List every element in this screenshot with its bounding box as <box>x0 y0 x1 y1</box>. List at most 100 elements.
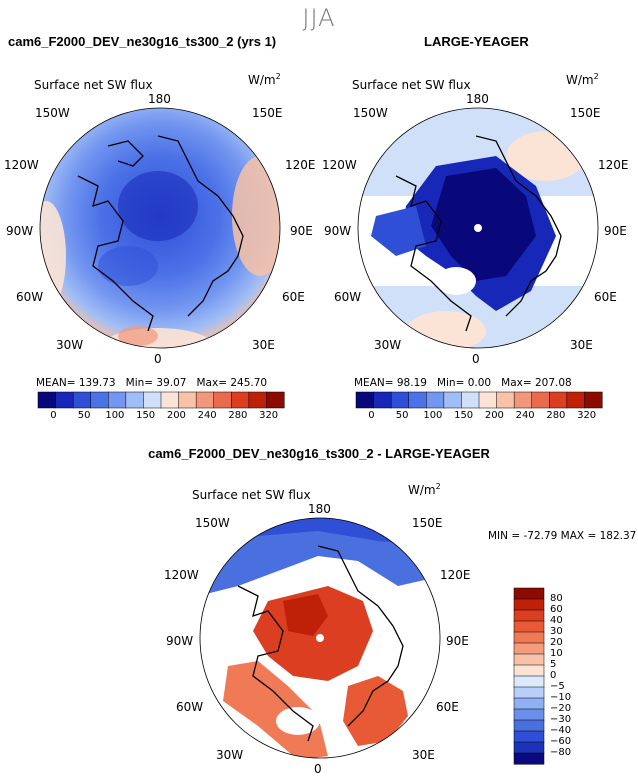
colorbar-cell <box>513 741 545 754</box>
colorbar-cell <box>55 391 74 409</box>
colorbar-cell <box>266 391 285 409</box>
colorbar-cell <box>513 587 545 600</box>
colorbar-cell <box>160 391 180 409</box>
warm-region <box>406 311 486 348</box>
colorbar-svg <box>355 391 603 409</box>
panel-diff-map <box>199 517 441 759</box>
colorbar-tick-label: 240 <box>515 410 535 421</box>
panel-diff-units: W/m2 <box>408 482 441 497</box>
colorbar-tick-label: 100 <box>423 410 443 421</box>
panel-test-title: cam6_F2000_DEV_ne30g16_ts300_2 (yrs 1) <box>8 34 277 49</box>
colorbar-cell <box>513 642 545 655</box>
colorbar-abs-test-ticks: 0 50 100 150 200 240 280 320 <box>38 410 284 424</box>
colorbar-tick-label: 30 <box>550 626 563 637</box>
colorbar-tick-label: 20 <box>550 637 563 648</box>
panel-obs-title: LARGE-YEAGER <box>424 34 529 49</box>
colorbar-tick-label: −30 <box>550 714 572 725</box>
colorbar-cell <box>231 391 250 409</box>
lon-label: 120W <box>164 568 199 582</box>
lon-label: 90E <box>604 224 627 238</box>
lon-label: 30E <box>412 748 435 762</box>
coastline <box>395 135 562 332</box>
warm-region <box>40 201 66 311</box>
lon-label: 150W <box>195 516 230 530</box>
colorbar-tick-label: 60 <box>550 604 563 615</box>
colorbar-tick-label: 0 <box>50 410 57 421</box>
colorbar-cell <box>513 675 545 688</box>
lon-label: 60E <box>282 290 305 304</box>
lon-label: 150E <box>570 106 601 120</box>
colorbar-cell <box>195 391 215 409</box>
colorbar-cell <box>355 391 375 409</box>
lon-label: 180 <box>148 92 171 106</box>
colorbar-tick-label: 280 <box>228 410 248 421</box>
lon-label: 180 <box>308 502 331 516</box>
lon-label: 120E <box>440 568 471 582</box>
positive-region <box>343 676 408 746</box>
colorbar-tick-label: −5 <box>550 681 565 692</box>
colorbar-cell <box>566 391 585 409</box>
colorbar-cell <box>513 620 545 633</box>
lon-label: 90E <box>290 224 313 238</box>
colorbar-cell <box>426 391 445 409</box>
colorbar-cell <box>513 719 545 732</box>
colorbar-cell <box>408 391 427 409</box>
colorbar-cell <box>513 598 545 611</box>
colorbar-tick-label: 80 <box>550 593 563 604</box>
colorbar-tick-label: 150 <box>454 410 474 421</box>
panel-obs-map <box>357 107 599 349</box>
colorbar-tick-label: −20 <box>550 703 572 714</box>
colorbar-tick-label: 320 <box>577 410 597 421</box>
colorbar-tick-label: −40 <box>550 725 572 736</box>
colorbar-cell <box>461 391 480 409</box>
lon-label: 120W <box>322 158 357 172</box>
colorbar-tick-label: 280 <box>546 410 566 421</box>
colorbar-cell <box>478 391 498 409</box>
colorbar-cell <box>531 391 550 409</box>
cold-region <box>98 246 158 286</box>
colorbar-cell <box>72 391 92 409</box>
colorbar-tick-label: 50 <box>77 410 91 421</box>
panel-test-variable: Surface net SW flux <box>34 78 153 92</box>
panel-obs-stats: MEAN= 98.19 Min= 0.00 Max= 207.08 <box>354 377 572 389</box>
colorbar-cell <box>178 391 197 409</box>
land-region <box>436 267 476 295</box>
lon-label: 120E <box>598 158 629 172</box>
colorbar-abs-obs-ticks: 0 50 100 150 200 240 280 320 <box>356 410 602 424</box>
positive-region <box>223 661 328 758</box>
lon-label: 0 <box>314 762 322 776</box>
lon-label: 120E <box>285 158 316 172</box>
colorbar-cell <box>443 391 462 409</box>
lon-label: 0 <box>154 352 162 366</box>
lon-label: 150W <box>353 106 388 120</box>
colorbar-cell <box>513 631 545 644</box>
lon-label: 90W <box>166 634 194 648</box>
lon-label: 60E <box>594 290 617 304</box>
lon-label: 30E <box>570 338 593 352</box>
lon-label: 90W <box>324 224 352 238</box>
ice-region <box>371 206 426 256</box>
lon-label: 150E <box>252 106 283 120</box>
colorbar-tick-label: 150 <box>136 410 156 421</box>
lon-label: 90W <box>6 224 34 238</box>
cold-region <box>118 171 198 241</box>
ice-region <box>431 168 536 281</box>
colorbar-cell <box>513 391 533 409</box>
colorbar-cell <box>248 391 267 409</box>
colorbar-svg <box>513 587 545 765</box>
lon-label: 120W <box>4 158 39 172</box>
colorbar-tick-label: 50 <box>395 410 409 421</box>
colorbar-cell <box>90 391 109 409</box>
land-region <box>276 707 320 735</box>
colorbar-tick-label: 100 <box>105 410 125 421</box>
colorbar-cell <box>37 391 57 409</box>
colorbar-diff-ticks: 80 60 40 30 20 10 5 0 −5 −10 −20 −30 −40 −60 −80 <box>550 588 590 764</box>
coastline <box>237 545 404 742</box>
colorbar-tick-label: −10 <box>550 692 572 703</box>
panel-test-map <box>39 107 281 349</box>
lon-label: 60W <box>16 290 44 304</box>
panel-test-units: W/m2 <box>248 72 281 87</box>
colorbar-tick-label: 5 <box>550 659 557 670</box>
colorbar-svg <box>37 391 285 409</box>
colorbar-cell <box>513 653 545 666</box>
